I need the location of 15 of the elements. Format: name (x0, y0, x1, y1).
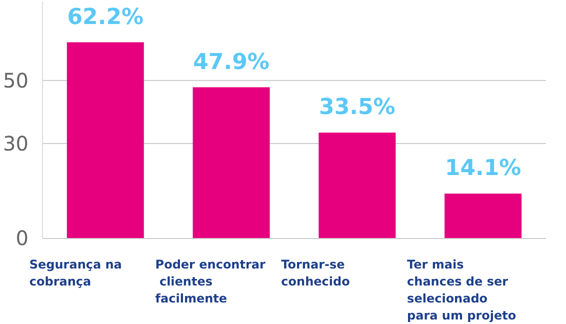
bar (318, 132, 396, 238)
y-tick-label: 0 (16, 226, 28, 250)
y-tick-label: 50 (2, 68, 28, 93)
x-tick-label: Segurança na cobrança (29, 258, 126, 288)
data-label: 33.5% (319, 95, 396, 120)
x-tick-label: Ter mais chances de ser selecionado para um projeto (407, 258, 516, 322)
x-tick-label: Tornar-se conhecido (281, 258, 350, 288)
data-label: 14.1% (444, 156, 522, 182)
data-label: 62.2% (67, 4, 144, 30)
bar (444, 194, 522, 238)
x-tick-label: Poder encontrar clientes facilmente (155, 258, 266, 306)
bar (66, 42, 144, 238)
y-tick-label: 30 (2, 132, 28, 156)
data-label: 47.9% (193, 50, 270, 75)
bar (192, 87, 270, 238)
